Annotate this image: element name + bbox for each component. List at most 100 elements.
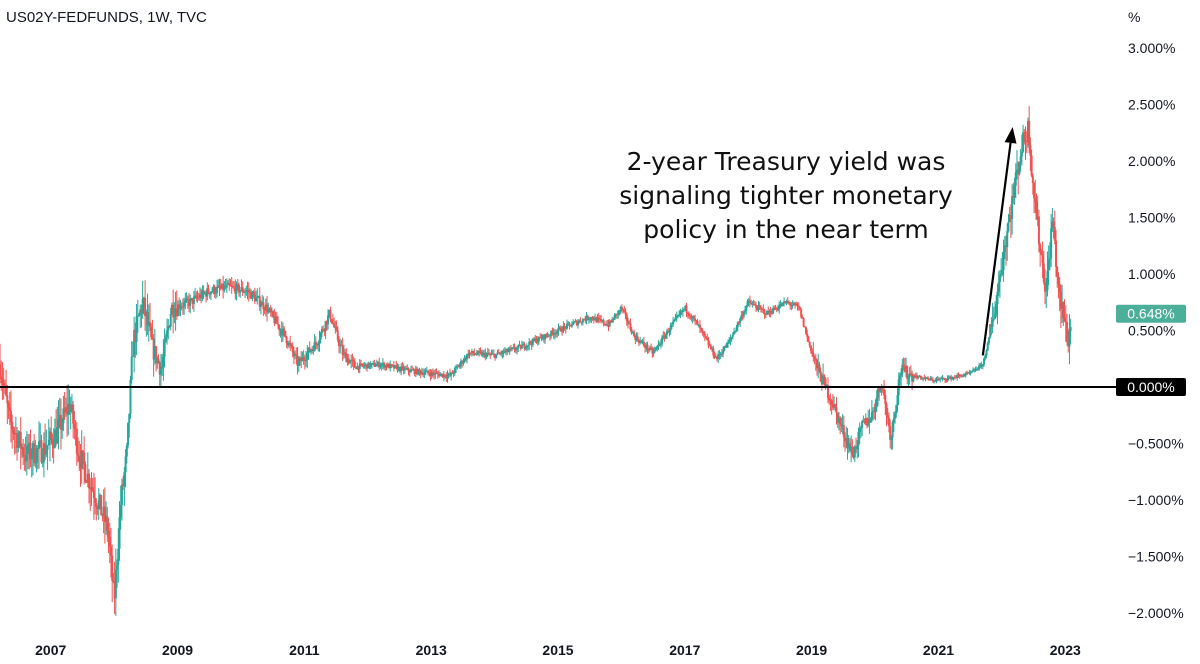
candle-body (74, 428, 77, 430)
candle-body (880, 387, 883, 390)
candle-body (896, 395, 899, 406)
candle-body (922, 377, 925, 380)
candle-body (814, 358, 817, 360)
candle-body (997, 282, 1000, 292)
y-tick-label: −2.000% (1128, 605, 1184, 621)
candle-body (325, 321, 328, 325)
candle-body (14, 433, 17, 435)
candle-body (840, 424, 843, 426)
candle-body (114, 569, 117, 599)
candle-body (159, 368, 162, 375)
candle-body (330, 319, 333, 323)
candle-body (164, 336, 167, 342)
candle-body (196, 297, 199, 299)
candle-body (391, 364, 394, 366)
candle-body (601, 320, 604, 322)
candle-body (509, 348, 512, 350)
candle-body (331, 322, 334, 324)
candle-body (820, 380, 823, 385)
candle-body (103, 506, 106, 523)
candle-body (55, 429, 58, 444)
candle-body (253, 294, 256, 302)
candle-body (845, 438, 848, 442)
candle-body (506, 349, 509, 353)
candle-body (746, 301, 749, 307)
candle-body (667, 330, 670, 333)
candle-body (653, 349, 656, 352)
candle-body (857, 431, 860, 447)
candle-body (217, 285, 220, 287)
candle-body (767, 311, 770, 314)
candle-body (711, 348, 714, 350)
candle-body (286, 343, 289, 346)
candle-body (539, 336, 542, 338)
candle-body (519, 345, 522, 349)
candle-body (319, 333, 322, 340)
candle-body (464, 357, 467, 360)
candle-body (646, 344, 649, 350)
candle-body (369, 364, 372, 367)
candle-body (106, 516, 109, 531)
candle-body (83, 452, 86, 465)
candle-body (759, 307, 762, 309)
candle-body (870, 412, 873, 420)
candle-body (709, 345, 712, 350)
candle-body (518, 345, 521, 347)
candle-body (762, 308, 765, 310)
candle-body (68, 403, 71, 412)
candle-body (201, 290, 204, 299)
candle-body (534, 338, 537, 341)
candle-body (491, 353, 494, 355)
candle-body (1003, 245, 1006, 253)
candle-body (359, 363, 362, 365)
candle-body (584, 319, 587, 321)
candle-body (19, 432, 22, 449)
candle-body (440, 373, 443, 375)
candle-body (850, 446, 853, 451)
candle-body (233, 286, 236, 288)
candle-body (250, 291, 253, 299)
candle-body (909, 373, 912, 375)
candle-body (169, 314, 172, 327)
candle-body (751, 303, 754, 305)
candle-body (1018, 162, 1021, 175)
candle-body (589, 318, 592, 320)
candle-body (407, 368, 410, 372)
candle-body (153, 346, 156, 360)
candle-body (370, 363, 373, 365)
candle-body (675, 316, 678, 318)
candle-body (694, 318, 697, 321)
candle-body (140, 309, 143, 314)
candle-body (209, 291, 212, 295)
candle-body (991, 319, 994, 328)
candle-body (386, 364, 389, 368)
candle-body (761, 308, 764, 310)
candle-body (424, 371, 427, 374)
x-tick-label: 2011 (289, 642, 320, 658)
candle-body (723, 346, 726, 351)
candle-body (967, 372, 970, 374)
candle-body (957, 375, 960, 377)
candle-body (618, 310, 621, 312)
candle-body (175, 308, 178, 317)
candle-body (222, 283, 225, 291)
candle-body (514, 349, 517, 351)
candle-body (719, 353, 722, 356)
candle-body (456, 366, 459, 368)
candle-body (858, 428, 861, 432)
candle-body (458, 364, 461, 367)
candle-body (51, 438, 54, 446)
candle-body (789, 303, 792, 306)
y-tick-label: 3.000% (1128, 40, 1175, 56)
candle-body (708, 345, 711, 347)
candle-body (419, 371, 422, 374)
candle-body (190, 298, 193, 300)
candle-body (33, 443, 36, 463)
candle-body (737, 322, 740, 324)
y-tick-label: 1.500% (1128, 209, 1175, 225)
y-tick-label: −1.000% (1128, 492, 1184, 508)
candle-body (569, 324, 572, 327)
candle-body (736, 322, 739, 328)
candle-body (842, 425, 845, 438)
candle-body (300, 358, 303, 362)
